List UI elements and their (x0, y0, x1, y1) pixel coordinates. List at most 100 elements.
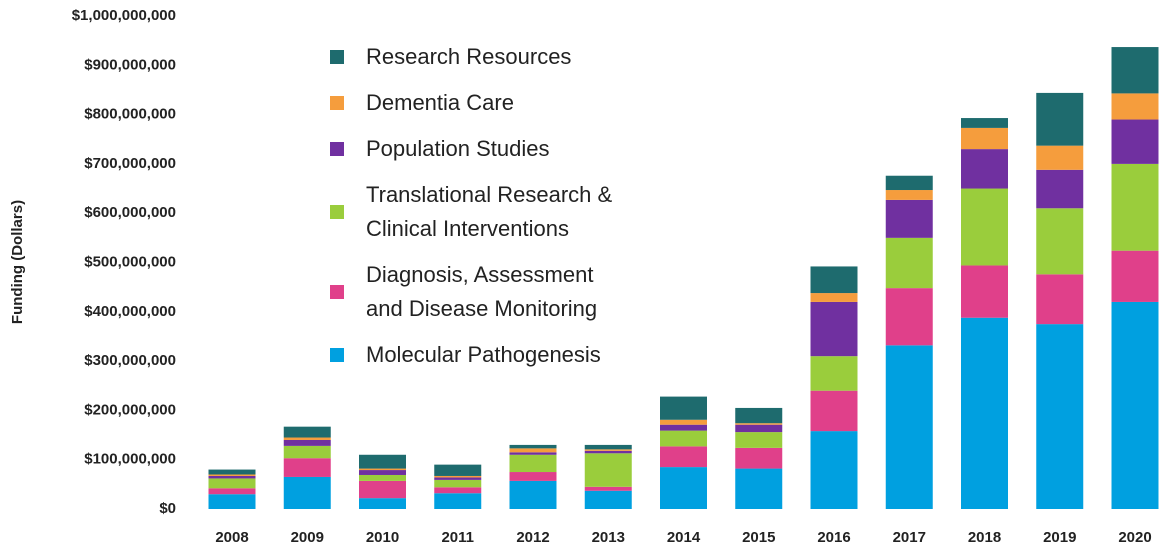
legend-label: Population Studies (366, 136, 550, 161)
bar-segment (735, 447, 783, 469)
bar-segment (735, 407, 783, 424)
y-tick-label: $100,000,000 (84, 451, 176, 468)
bar-segment (660, 430, 707, 447)
bar-segment (735, 423, 783, 425)
bar-segment (434, 477, 482, 480)
legend: Research Resources Dementia Care Populatio… (330, 40, 612, 384)
bar-segment (1111, 250, 1159, 302)
bar-segment (434, 487, 482, 494)
bar-segment (509, 480, 557, 509)
bar-segment (810, 293, 858, 302)
x-tick-label: 2014 (667, 529, 701, 546)
legend-label: Translational Research & Clinical Interv… (366, 182, 613, 241)
x-tick-label: 2009 (291, 529, 324, 546)
bar-segment (810, 301, 858, 357)
bar-segment (1111, 93, 1159, 120)
bar-segment (660, 467, 707, 509)
y-tick-label: $1,000,000,000 (72, 7, 176, 24)
bar-segment (735, 424, 783, 433)
bar-segment (885, 190, 933, 200)
bar-segment (885, 199, 933, 238)
bar-segment (961, 118, 1008, 128)
bar-segment (208, 475, 256, 479)
bar-segment (359, 470, 406, 475)
legend-swatch (330, 96, 344, 110)
bar-segment (208, 488, 256, 495)
legend-label: Research Resources (366, 44, 572, 69)
bar-segment (1111, 119, 1159, 164)
bar-segment (584, 449, 632, 451)
bar-segment (810, 356, 858, 391)
bar-segment (961, 265, 1008, 318)
legend-item: Dementia Care (330, 86, 612, 120)
y-axis-label: Funding (Dollars) (9, 200, 26, 324)
bar-segment (283, 458, 331, 477)
bar-segment (283, 437, 331, 440)
bar-segment (961, 317, 1008, 509)
x-tick-label: 2017 (893, 529, 926, 546)
y-tick-label: $500,000,000 (84, 253, 176, 270)
legend-label: Molecular Pathogenesis (366, 342, 601, 367)
bar-segment (735, 432, 783, 448)
bar-segment (208, 474, 256, 476)
bar-segment (885, 288, 933, 346)
bar-segment (359, 498, 406, 509)
bar-segment (283, 445, 331, 459)
bar-segment (810, 390, 858, 432)
y-tick-label: $400,000,000 (84, 303, 176, 320)
legend-item: Research Resources (330, 40, 612, 74)
bar-segment (434, 479, 482, 488)
bar-segment (1036, 145, 1084, 170)
bar-segment (810, 431, 858, 509)
bar-segment (208, 469, 256, 475)
bar-segment (208, 494, 256, 509)
x-tick-label: 2008 (215, 529, 248, 546)
bar-segment (584, 490, 632, 509)
bar-segment (961, 127, 1008, 150)
bar-segment (359, 474, 406, 481)
bar-segment (660, 446, 707, 468)
x-tick-label: 2018 (968, 529, 1001, 546)
bar-segment (961, 188, 1008, 266)
y-tick-label: $900,000,000 (84, 56, 176, 73)
legend-item: Molecular Pathogenesis (330, 338, 612, 372)
legend-item: Population Studies (330, 132, 612, 166)
bar-segment (584, 450, 632, 454)
bar-segment (810, 266, 858, 294)
x-tick-label: 2019 (1043, 529, 1076, 546)
x-tick-label: 2010 (366, 529, 399, 546)
x-tick-label: 2015 (742, 529, 775, 546)
bar-segment (283, 426, 331, 438)
bar-segment (660, 396, 707, 420)
bar-segment (1111, 301, 1159, 509)
legend-item: Diagnosis, Assessment and Disease Monito… (330, 258, 612, 326)
bar-segment (1111, 47, 1159, 94)
x-tick-label: 2020 (1118, 529, 1151, 546)
bar-segment (885, 175, 933, 191)
legend-label: Diagnosis, Assessment and Disease Monito… (366, 262, 598, 321)
y-tick-label: $0 (159, 500, 176, 517)
bar-segment (660, 419, 707, 425)
bar-segment (208, 478, 256, 489)
y-tick-label: $600,000,000 (84, 204, 176, 221)
bar-segment (434, 493, 482, 509)
y-tick-label: $300,000,000 (84, 352, 176, 369)
x-tick-label: 2012 (516, 529, 549, 546)
legend-item: Translational Research & Clinical Interv… (330, 178, 612, 246)
bar-segment (584, 453, 632, 487)
bar-segment (283, 476, 331, 509)
bar-segment (1111, 163, 1159, 251)
y-tick-label: $200,000,000 (84, 401, 176, 418)
legend-swatch (330, 142, 344, 156)
bar-segment (434, 464, 482, 476)
x-tick-label: 2013 (592, 529, 625, 546)
bar-segment (584, 444, 632, 450)
bar-segment (885, 345, 933, 509)
bar-segment (509, 454, 557, 473)
legend-swatch (330, 205, 344, 219)
bar-segment (1036, 169, 1084, 209)
bar-segment (509, 448, 557, 453)
x-tick-label: 2011 (441, 529, 474, 546)
